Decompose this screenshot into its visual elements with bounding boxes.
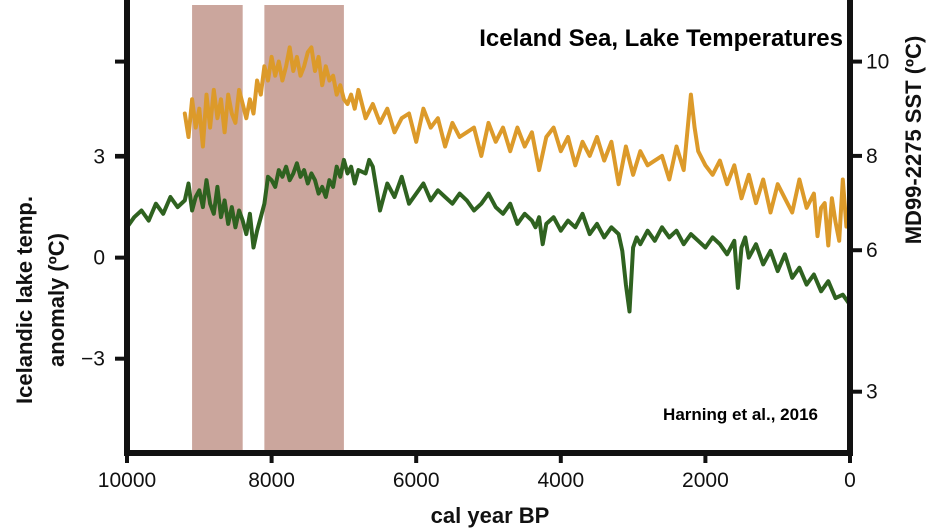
series-lines [125,45,852,314]
x-tick-label: 0 [844,469,856,492]
left-tick-label: 0 [93,247,105,270]
right-tick-label: 8 [866,145,878,168]
citation-annotation: Harning et al., 2016 [663,405,818,424]
left-axis-label: Icelandic lake temp. anomaly (ºC) [12,196,69,404]
lake-series-line [125,157,852,314]
right-tick-label: 6 [866,239,878,262]
shaded-period-1 [192,5,243,453]
sst-series-line [182,45,852,248]
right-tick-label: 10 [866,51,889,74]
right-axis-label: MD99-2275 SST (ºC) [901,36,926,245]
x-tick-label: 8000 [248,469,295,492]
x-tick-label: 6000 [393,469,440,492]
chart-title: Iceland Sea, Lake Temperatures [479,25,843,52]
x-tick-label: 4000 [537,469,584,492]
right-tick-label: 3 [866,381,878,404]
left-axis-label-line1: Icelandic lake temp. [12,196,37,404]
axes [124,0,853,456]
ticks: 10000 8000 6000 4000 2000 0 3 0 −3 10 8 6 3 [81,51,889,492]
x-tick-label: 10000 [98,469,156,492]
left-tick-label: 3 [93,146,105,169]
left-tick-label: −3 [81,348,105,371]
left-axis-label-line2: anomaly (ºC) [44,233,69,367]
x-tick-label: 2000 [682,469,729,492]
x-axis-label: cal year BP [431,503,550,528]
